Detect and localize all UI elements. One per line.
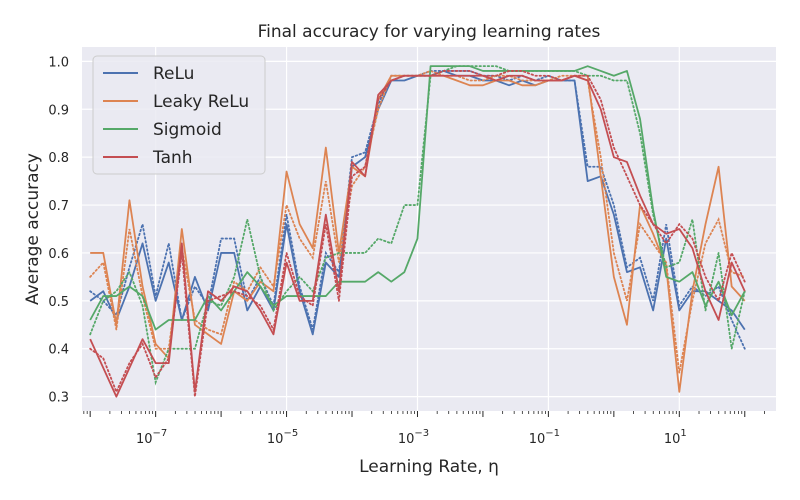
series-dotted-line-2 bbox=[89, 65, 746, 386]
x-tick-base: 10 bbox=[136, 432, 153, 447]
y-axis-label: Average accuracy bbox=[23, 153, 43, 305]
x-tick-exponent: −5 bbox=[283, 428, 298, 439]
legend-box bbox=[92, 55, 266, 175]
x-tick-label: 101 bbox=[664, 428, 687, 447]
x-tick-base: 10 bbox=[664, 432, 681, 447]
y-tick-label: 0.5 bbox=[48, 295, 69, 310]
x-tick-label: 10−5 bbox=[267, 428, 298, 447]
series-line-3 bbox=[89, 74, 746, 398]
legend: ReLu Leaky ReLu Sigmoid Tanh bbox=[92, 55, 266, 175]
y-tick-label: 0.6 bbox=[48, 247, 69, 262]
x-tick-label: 10−7 bbox=[136, 428, 167, 447]
y-tick-label: 0.4 bbox=[48, 343, 69, 358]
y-tick-label: 1.0 bbox=[48, 55, 69, 70]
x-tick-label: 10−3 bbox=[398, 428, 429, 447]
y-tick-label: 0.9 bbox=[48, 103, 69, 118]
series-dotted-line-0 bbox=[89, 70, 746, 350]
x-tick-exponent: 1 bbox=[680, 428, 686, 439]
x-axis-label: Learning Rate, η bbox=[359, 457, 499, 477]
y-axis-ticks: 0.3 0.4 0.5 0.6 0.7 0.8 0.9 1.0 bbox=[48, 55, 69, 405]
legend-label: Tanh bbox=[152, 148, 193, 168]
x-tick-exponent: −7 bbox=[153, 428, 168, 439]
series-layer bbox=[89, 65, 746, 398]
legend-label: Leaky ReLu bbox=[153, 92, 249, 112]
x-tick-label: 10−1 bbox=[529, 428, 560, 447]
x-tick-base: 10 bbox=[398, 432, 415, 447]
chart-title: Final accuracy for varying learning rate… bbox=[258, 22, 601, 42]
x-tick-base: 10 bbox=[529, 432, 546, 447]
x-axis-ticks: 10−7 10−5 10−3 10−1 101 bbox=[83, 411, 765, 447]
legend-label: Sigmoid bbox=[153, 120, 222, 140]
y-tick-label: 0.7 bbox=[48, 199, 69, 214]
y-tick-label: 0.8 bbox=[48, 151, 69, 166]
x-tick-exponent: −1 bbox=[545, 428, 560, 439]
x-tick-base: 10 bbox=[267, 432, 284, 447]
legend-label: ReLu bbox=[153, 64, 194, 84]
series-line-2 bbox=[89, 65, 746, 331]
y-tick-label: 0.3 bbox=[48, 391, 69, 406]
x-tick-exponent: −3 bbox=[414, 428, 429, 439]
